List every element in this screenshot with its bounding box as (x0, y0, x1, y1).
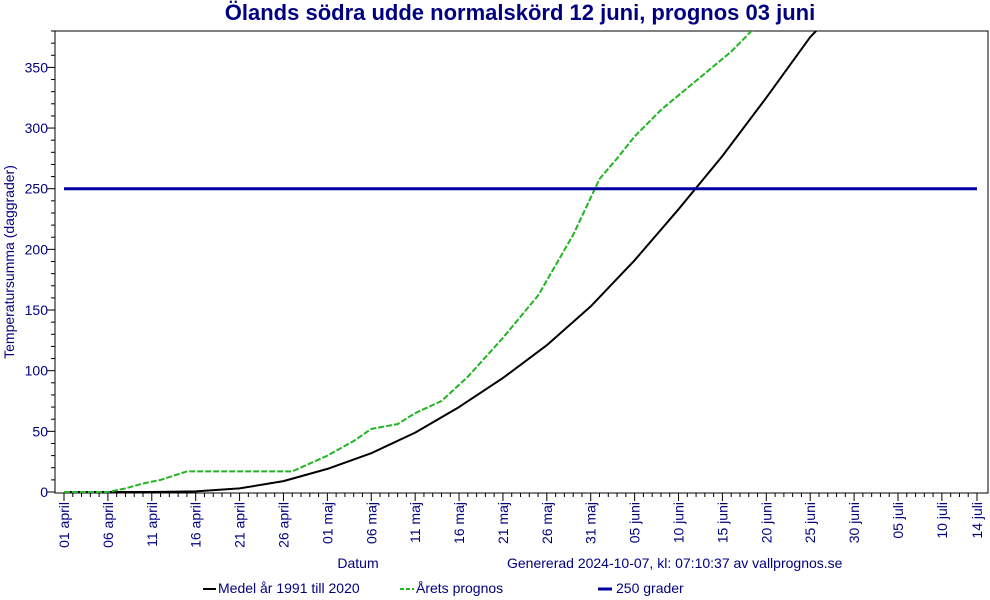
y-tick-label: 50 (32, 423, 48, 439)
legend-label-250: 250 grader (616, 580, 684, 596)
x-tick-label: 05 juli (890, 502, 906, 539)
x-tick-label: 11 april (144, 502, 160, 547)
y-tick-label: 0 (40, 484, 48, 500)
y-tick-label: 250 (25, 181, 49, 197)
y-tick-label: 200 (25, 241, 49, 257)
x-tick-label: 06 maj (363, 502, 379, 544)
legend: Medel år 1991 till 2020 Årets prognos 25… (203, 580, 684, 596)
legend-label-medel: Medel år 1991 till 2020 (218, 580, 360, 596)
x-tick-label: 16 april (188, 502, 204, 548)
x-tick-label: 06 april (100, 502, 116, 548)
plot-frame (54, 30, 989, 494)
x-tick-label: 25 juni (802, 502, 818, 543)
x-axis-label: Datum (337, 555, 378, 571)
prognos-line (64, 31, 753, 493)
x-axis: 01 april 06 april 11 april 16 april 21 april… (56, 493, 985, 548)
x-tick-label: 01 maj (319, 502, 335, 544)
x-tick-label: 11 maj (407, 502, 423, 543)
x-tick-label: 14 juli (969, 502, 985, 539)
y-tick-label: 100 (25, 363, 49, 379)
y-axis-label: Temperatursumma (daggrader) (1, 165, 17, 359)
y-tick-label: 300 (25, 120, 49, 136)
x-tick-label: 10 juni (671, 502, 687, 543)
x-tick-label: 10 juli (934, 502, 950, 539)
x-tick-label: 31 maj (583, 502, 599, 544)
x-tick-label: 21 april (232, 502, 248, 548)
medel-line (64, 31, 818, 493)
series-group (64, 31, 977, 493)
legend-label-prognos: Årets prognos (416, 580, 503, 596)
x-tick-label: 16 maj (451, 502, 467, 544)
x-tick-label: 26 maj (539, 502, 555, 544)
x-tick-label: 15 juni (714, 502, 730, 543)
x-tick-label: 05 juni (627, 502, 643, 543)
x-tick-label: 21 maj (495, 502, 511, 544)
y-tick-label: 150 (25, 302, 49, 318)
generated-note: Genererad 2024-10-07, kl: 07:10:37 av va… (507, 555, 843, 571)
x-tick-label: 30 juni (846, 502, 862, 543)
y-tick-label: 350 (25, 59, 49, 75)
x-tick-label: 26 april (275, 502, 291, 548)
x-tick-label: 01 april (56, 502, 72, 548)
y-axis: 0 50 100 150 200 250 300 350 (25, 30, 55, 500)
x-tick-label: 20 juni (758, 502, 774, 543)
chart-title: Ölands södra udde normalskörd 12 juni, p… (225, 0, 815, 25)
